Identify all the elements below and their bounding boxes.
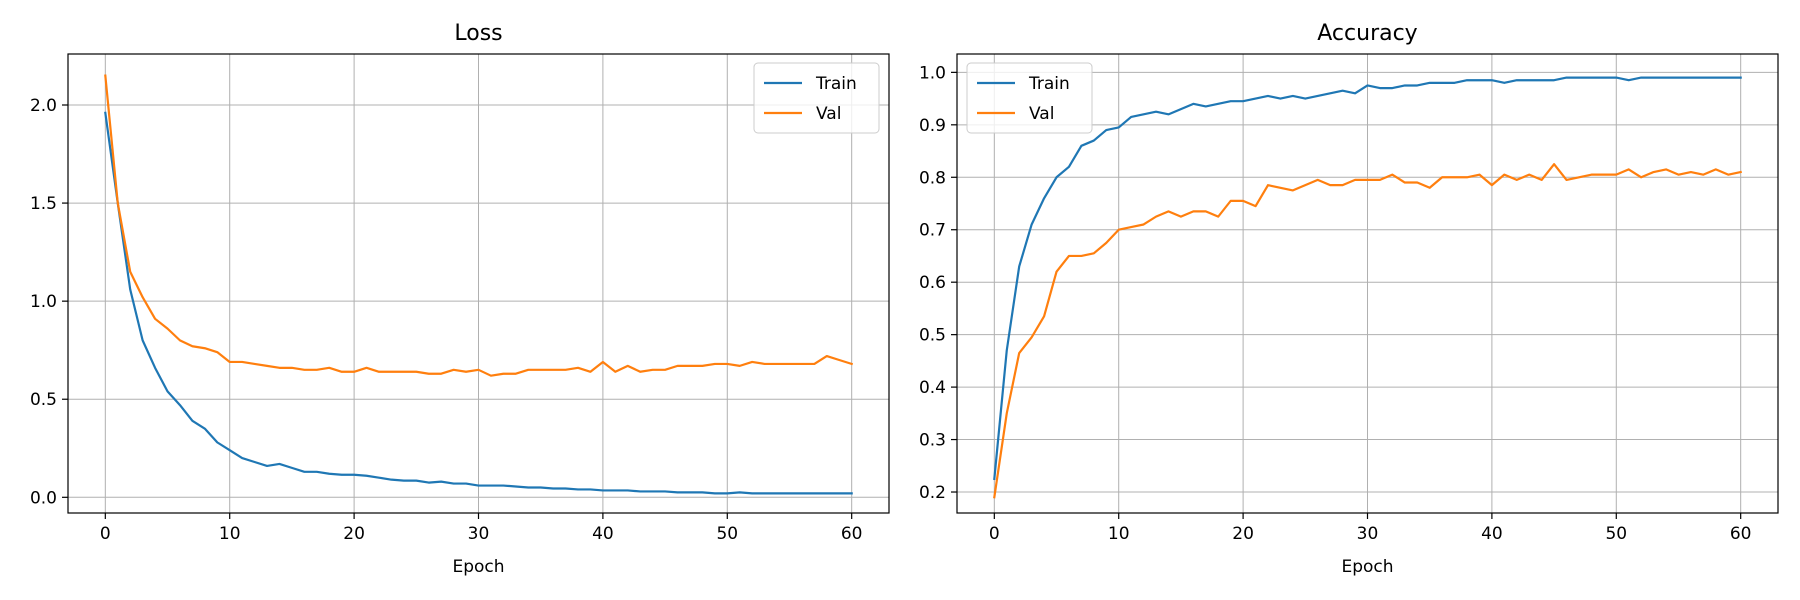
loss-x-tick-label: 40 (592, 524, 614, 544)
loss-legend-label: Val (816, 104, 841, 124)
accuracy-legend: Train Val (966, 62, 1093, 134)
loss-grid (68, 54, 889, 513)
accuracy-x-tick-label: 60 (1730, 524, 1752, 544)
accuracy-x-tick-label: 10 (1108, 524, 1130, 544)
accuracy-ticks: 0 10 20 30 40 50 60 0.2 0.3 0.4 0.5 0.6 0.7 0.8 0.9 1.0 (919, 63, 1752, 544)
loss-legend-box (753, 62, 880, 134)
accuracy-y-tick-label: 0.8 (919, 168, 946, 188)
accuracy-x-tick-label: 20 (1232, 524, 1254, 544)
loss-y-tick-label: 0.5 (30, 390, 57, 410)
accuracy-series-line-val (993, 163, 1742, 499)
accuracy-series-line-train (993, 76, 1742, 481)
accuracy-legend-label: Train (1028, 74, 1070, 94)
accuracy-y-tick-label: 0.5 (919, 326, 946, 346)
accuracy-x-axis-label: Epoch (1341, 557, 1393, 577)
accuracy-y-tick-label: 0.3 (919, 431, 946, 451)
loss-x-tick-label: 60 (841, 524, 863, 544)
loss-x-tick-label: 30 (468, 524, 490, 544)
accuracy-x-tick-label: 40 (1481, 524, 1503, 544)
loss-x-tick-label: 50 (716, 524, 738, 544)
loss-y-tick-label: 0.0 (30, 488, 57, 508)
loss-x-tick-label: 0 (100, 524, 111, 544)
loss-x-tick-label: 10 (219, 524, 241, 544)
accuracy-y-tick-label: 1.0 (919, 63, 946, 83)
loss-series-line-train (104, 111, 853, 495)
loss-panel: 0 10 20 30 40 50 600.00.51.01.52.0 Loss Epoch … (30, 21, 890, 577)
accuracy-y-tick-label: 0.9 (919, 116, 946, 136)
loss-chart-title: Loss (454, 21, 502, 46)
accuracy-legend-box (966, 62, 1093, 134)
accuracy-chart-title: Accuracy (1317, 21, 1417, 46)
loss-y-tick-label: 1.0 (30, 292, 57, 312)
loss-y-tick-label: 1.5 (30, 194, 57, 214)
loss-legend: Train Val (753, 62, 880, 134)
accuracy-x-tick-label: 50 (1605, 524, 1627, 544)
loss-ticks: 0 10 20 30 40 50 60 0.0 0.5 1.0 1.5 2.0 (30, 96, 863, 544)
accuracy-legend-label: Val (1029, 104, 1054, 124)
accuracy-x-tick-label: 30 (1357, 524, 1379, 544)
accuracy-y-tick-label: 0.4 (919, 378, 946, 398)
loss-series-line-val (104, 74, 854, 377)
accuracy-y-tick-label: 0.7 (919, 221, 946, 241)
loss-legend-label: Train (815, 74, 857, 94)
accuracy-grid (957, 54, 1778, 513)
accuracy-x-tick-label: 0 (989, 524, 1000, 544)
accuracy-series (993, 76, 1742, 499)
loss-x-tick-label: 20 (343, 524, 365, 544)
loss-series (104, 74, 854, 495)
loss-y-tick-label: 2.0 (30, 96, 57, 116)
accuracy-y-tick-label: 0.2 (919, 483, 946, 503)
accuracy-y-tick-label: 0.6 (919, 273, 946, 293)
loss-x-axis-label: Epoch (452, 557, 504, 577)
accuracy-panel: 0 10 20 30 40 50 60 0.2 0.3 0.4 0.5 0.6 0.7 0.8 0.9 1.0… (919, 21, 1779, 577)
